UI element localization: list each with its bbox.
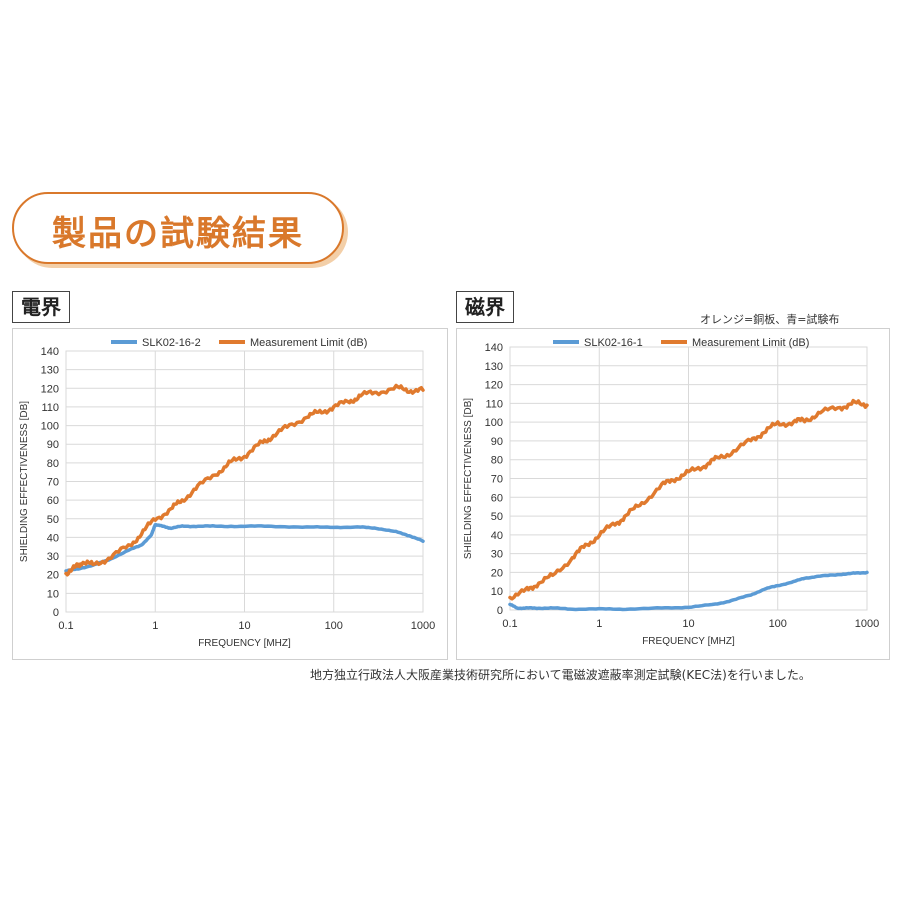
x-tick-label: 1000	[411, 620, 435, 632]
legend-entry: Measurement Limit (dB)	[692, 337, 809, 349]
y-tick-label: 10	[491, 586, 503, 598]
y-tick-label: 70	[47, 477, 59, 489]
y-tick-label: 130	[485, 361, 503, 373]
y-tick-label: 120	[41, 383, 59, 395]
y-tick-label: 80	[491, 455, 503, 467]
series-line	[64, 522, 425, 573]
plot-area	[509, 346, 868, 611]
y-tick-label: 140	[41, 346, 59, 358]
x-axis-label: FREQUENCY [MHZ]	[642, 636, 735, 647]
y-tick-label: 110	[41, 402, 59, 414]
y-tick-label: 70	[491, 474, 503, 486]
y-tick-label: 140	[485, 342, 503, 354]
x-tick-label: 1000	[855, 618, 879, 630]
legend-entry: Measurement Limit (dB)	[250, 337, 367, 349]
chart-panel-magnetic: 0 10 20 30 40 50 60 70 80 90 100 110 120 130 140 0.1 1 10…	[456, 328, 890, 660]
y-tick-label: 20	[491, 567, 503, 579]
color-note: オレンジ=銅板、青=試験布	[700, 313, 840, 326]
y-tick-label: 30	[47, 551, 59, 563]
series-line	[508, 570, 869, 612]
x-tick-label: 1	[596, 618, 602, 630]
y-tick-label: 100	[485, 417, 503, 429]
y-tick-label: 50	[47, 514, 59, 526]
x-axis-label: FREQUENCY [MHZ]	[198, 638, 291, 649]
y-tick-label: 110	[485, 398, 503, 410]
x-tick-label: 0.1	[502, 618, 517, 630]
y-tick-label: 80	[47, 458, 59, 470]
footnote: 地方独立行政法人大阪産業技術研究所において電磁波遮蔽率測定試験(KEC法)を行い…	[310, 668, 811, 682]
y-tick-label: 40	[491, 530, 503, 542]
y-tick-label: 60	[491, 492, 503, 504]
panel-label-electric: 電界	[12, 291, 70, 323]
x-tick-label: 100	[769, 618, 787, 630]
legend-entry: SLK02-16-1	[584, 337, 643, 349]
x-tick-label: 0.1	[58, 620, 73, 632]
series-line	[508, 398, 869, 601]
results-banner: 製品の試験結果	[12, 192, 344, 264]
y-tick-label: 0	[53, 607, 59, 619]
legend-entry: SLK02-16-2	[142, 337, 201, 349]
y-axis-label: SHIELDING EFFECTIVENESS [DB]	[19, 401, 30, 562]
y-tick-label: 30	[491, 549, 503, 561]
y-tick-label: 90	[47, 439, 59, 451]
plot-area	[65, 350, 424, 613]
y-axis-label: SHIELDING EFFECTIVENESS [DB]	[463, 398, 474, 559]
x-tick-label: 10	[238, 620, 250, 632]
y-tick-label: 20	[47, 570, 59, 582]
panel-label-magnetic: 磁界	[456, 291, 514, 323]
y-tick-label: 10	[47, 588, 59, 600]
chart-panel-electric: 0 10 20 30 40 50 60 70 80 90 100 110 120 130 140 0.1 1 10…	[12, 328, 448, 660]
x-tick-label: 10	[682, 618, 694, 630]
x-tick-label: 100	[325, 620, 343, 632]
y-tick-label: 60	[47, 495, 59, 507]
y-tick-label: 100	[41, 421, 59, 433]
x-tick-label: 1	[152, 620, 158, 632]
y-tick-label: 120	[485, 380, 503, 392]
y-tick-label: 40	[47, 532, 59, 544]
y-tick-label: 90	[491, 436, 503, 448]
y-tick-label: 0	[497, 605, 503, 617]
banner-title: 製品の試験結果	[52, 214, 304, 254]
series-line	[64, 383, 425, 577]
y-tick-label: 130	[41, 365, 59, 377]
y-tick-label: 50	[491, 511, 503, 523]
